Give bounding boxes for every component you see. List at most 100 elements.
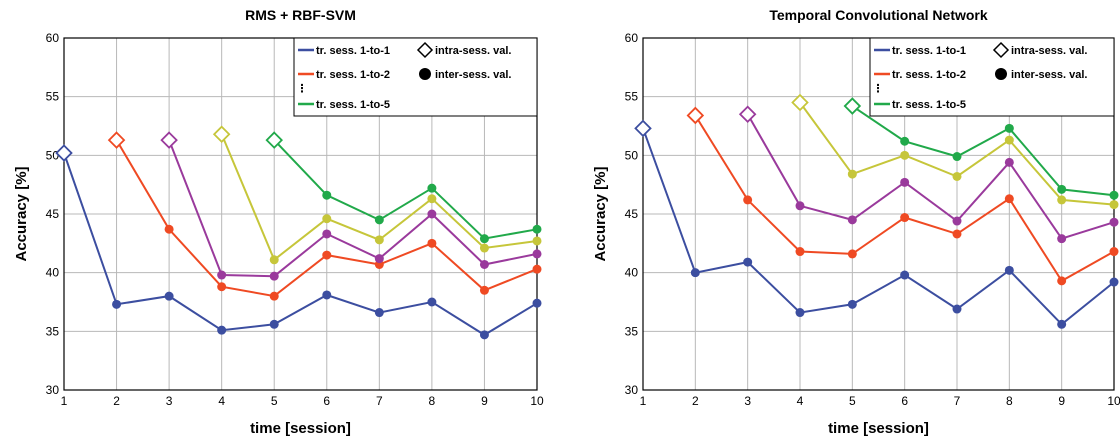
y-axis-label: Accuracy [%] bbox=[592, 166, 609, 261]
intra-session-marker bbox=[212, 125, 231, 143]
inter-session-marker bbox=[690, 268, 700, 278]
series-line bbox=[168, 139, 538, 278]
legend-series-label: tr. sess. 1-to-2 bbox=[316, 69, 390, 81]
legend-dot-icon bbox=[995, 68, 1007, 80]
inter-session-marker bbox=[427, 297, 437, 307]
y-tick-label: 50 bbox=[46, 148, 60, 162]
intra-session-marker bbox=[265, 131, 283, 149]
legend-marker-label: inter-sess. val. bbox=[1011, 69, 1087, 81]
inter-session-marker bbox=[900, 136, 910, 146]
x-tick-label: 4 bbox=[797, 394, 804, 408]
legend-dot-icon bbox=[419, 68, 431, 80]
series-tr-sess-1-to-1 bbox=[55, 144, 542, 340]
y-tick-label: 30 bbox=[46, 383, 60, 397]
series-tr-sess-1-to-4 bbox=[791, 93, 1119, 210]
x-tick-label: 10 bbox=[530, 394, 544, 408]
x-tick-label: 7 bbox=[954, 394, 961, 408]
series-line bbox=[851, 105, 1115, 197]
legend-marker-label: intra-sess. val. bbox=[435, 45, 511, 57]
inter-session-marker bbox=[479, 259, 489, 269]
x-tick-label: 9 bbox=[1058, 394, 1065, 408]
series-line bbox=[63, 152, 538, 337]
y-tick-label: 30 bbox=[625, 383, 639, 397]
chart-title: RMS + RBF-SVM bbox=[245, 7, 356, 23]
x-tick-label: 1 bbox=[640, 394, 647, 408]
inter-session-marker bbox=[795, 308, 805, 318]
y-tick-label: 40 bbox=[46, 266, 60, 280]
inter-session-marker bbox=[1057, 319, 1067, 329]
x-tick-label: 3 bbox=[744, 394, 751, 408]
inter-session-marker bbox=[164, 224, 174, 234]
y-axis-label: Accuracy [%] bbox=[13, 166, 30, 261]
legend-series-label: tr. sess. 1-to-2 bbox=[892, 69, 966, 81]
x-tick-label: 1 bbox=[61, 394, 68, 408]
x-tick-label: 6 bbox=[901, 394, 908, 408]
inter-session-marker bbox=[269, 319, 279, 329]
inter-session-marker bbox=[1004, 157, 1014, 167]
y-tick-label: 50 bbox=[625, 148, 639, 162]
series-tr-sess-1-to-5 bbox=[843, 97, 1119, 200]
inter-session-marker bbox=[952, 152, 962, 162]
y-tick-label: 45 bbox=[625, 207, 639, 221]
intra-session-marker bbox=[160, 131, 178, 149]
y-tick-label: 45 bbox=[46, 207, 60, 221]
series-tr-sess-1-to-2 bbox=[686, 106, 1119, 286]
inter-session-marker bbox=[479, 234, 489, 244]
x-tick-label: 2 bbox=[692, 394, 699, 408]
inter-session-marker bbox=[952, 216, 962, 226]
x-tick-label: 4 bbox=[218, 394, 225, 408]
inter-session-marker bbox=[1004, 123, 1014, 133]
intra-session-marker bbox=[843, 97, 862, 115]
inter-session-marker bbox=[322, 214, 332, 224]
inter-session-marker bbox=[164, 291, 174, 301]
legend-box bbox=[869, 37, 1115, 117]
inter-session-marker bbox=[112, 299, 122, 309]
inter-session-marker bbox=[532, 236, 542, 246]
inter-session-marker bbox=[269, 255, 279, 265]
inter-session-marker bbox=[795, 247, 805, 257]
legend-series-label: tr. sess. 1-to-5 bbox=[892, 99, 966, 111]
inter-session-marker bbox=[532, 264, 542, 274]
x-axis-label: time [session] bbox=[250, 420, 351, 437]
intra-session-marker bbox=[686, 106, 705, 125]
legend-diamond-icon bbox=[416, 41, 434, 59]
inter-session-marker bbox=[427, 194, 437, 204]
legend-marker-label: inter-sess. val. bbox=[435, 69, 511, 81]
x-axis-label: time [session] bbox=[828, 420, 929, 437]
series-tr-sess-1-to-3 bbox=[738, 105, 1119, 244]
series-tr-sess-1-to-1 bbox=[634, 119, 1119, 329]
y-tick-label: 40 bbox=[625, 266, 639, 280]
inter-session-marker bbox=[847, 249, 857, 259]
inter-session-marker bbox=[532, 224, 542, 234]
inter-session-marker bbox=[900, 213, 910, 223]
x-tick-label: 8 bbox=[1006, 394, 1013, 408]
series-tr-sess-1-to-2 bbox=[107, 131, 542, 301]
inter-session-marker bbox=[427, 238, 437, 248]
x-tick-label: 5 bbox=[271, 394, 278, 408]
inter-session-marker bbox=[322, 190, 332, 200]
y-tick-label: 35 bbox=[46, 324, 60, 338]
inter-session-marker bbox=[217, 282, 227, 292]
inter-session-marker bbox=[1109, 247, 1119, 257]
inter-session-marker bbox=[269, 291, 279, 301]
y-tick-label: 55 bbox=[625, 90, 639, 104]
x-tick-label: 8 bbox=[429, 394, 436, 408]
legend-box bbox=[293, 37, 538, 117]
x-tick-label: 2 bbox=[113, 394, 120, 408]
inter-session-marker bbox=[1109, 190, 1119, 200]
inter-session-marker bbox=[952, 304, 962, 314]
legend-ellipsis: ⋮ bbox=[297, 83, 308, 95]
inter-session-marker bbox=[1004, 194, 1014, 204]
y-tick-label: 35 bbox=[625, 324, 639, 338]
intra-session-marker bbox=[107, 131, 126, 149]
x-tick-label: 7 bbox=[376, 394, 383, 408]
series-line bbox=[273, 139, 538, 240]
inter-session-marker bbox=[532, 249, 542, 259]
inter-session-marker bbox=[1057, 195, 1067, 205]
inter-session-marker bbox=[479, 330, 489, 340]
series-tr-sess-1-to-4 bbox=[212, 125, 542, 265]
inter-session-marker bbox=[900, 177, 910, 187]
inter-session-marker bbox=[374, 308, 384, 318]
